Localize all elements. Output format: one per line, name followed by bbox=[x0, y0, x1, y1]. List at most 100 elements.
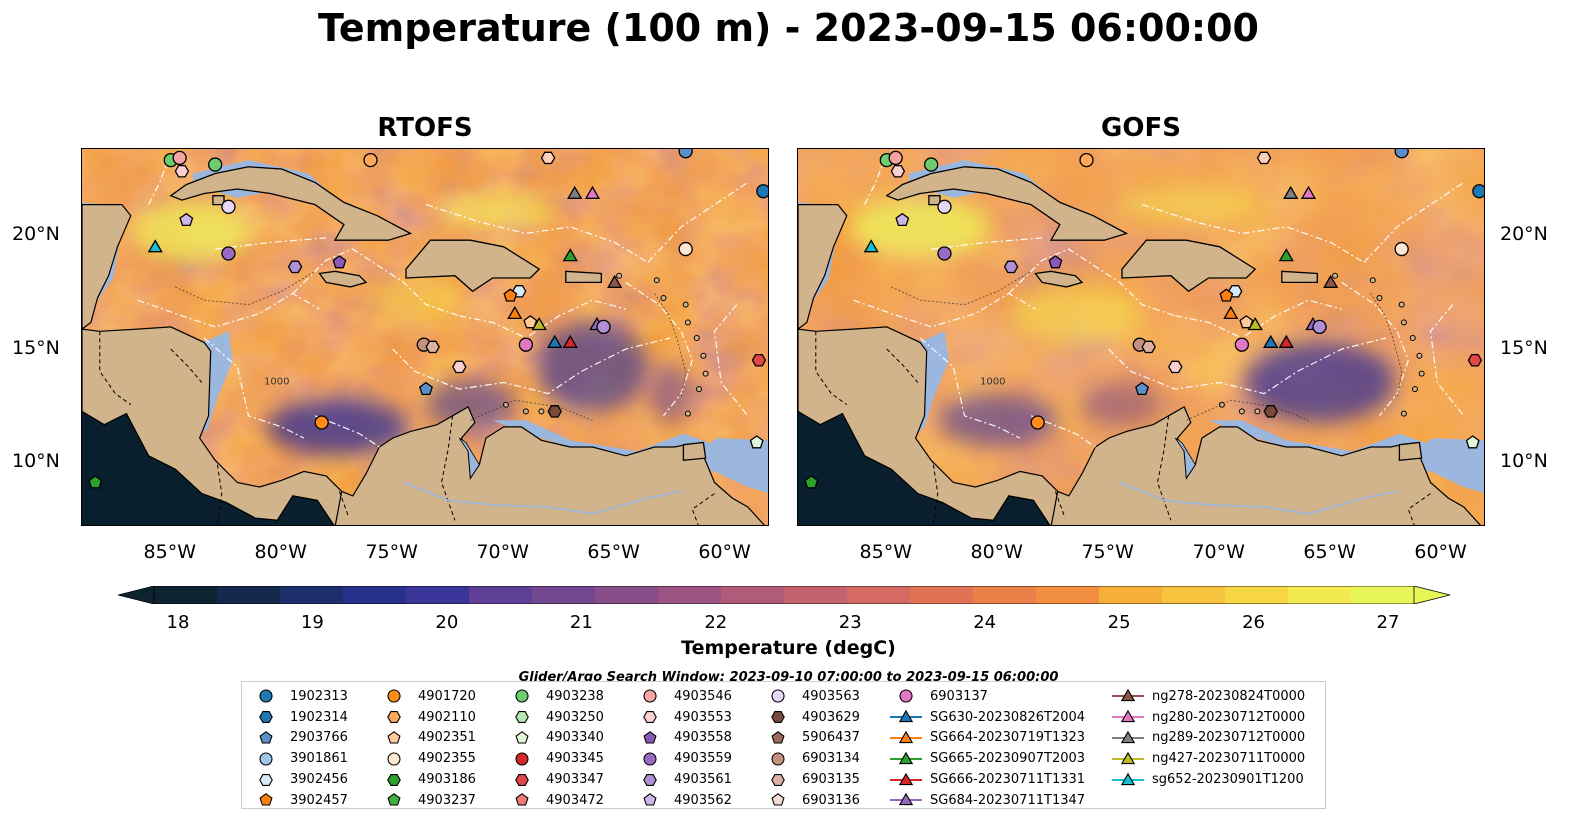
obs-marker-36[interactable] bbox=[1465, 435, 1480, 449]
legend-item: 6903134 bbox=[762, 748, 860, 769]
obs-marker-22[interactable] bbox=[1239, 315, 1254, 329]
obs-marker-10[interactable] bbox=[863, 239, 879, 253]
legend-item: 4903345 bbox=[506, 748, 604, 769]
legend-marker-hexagon-icon bbox=[771, 711, 785, 724]
obs-marker-12[interactable] bbox=[1003, 260, 1019, 274]
obs-marker-22[interactable] bbox=[523, 315, 538, 329]
obs-marker-8[interactable] bbox=[179, 212, 194, 227]
obs-marker-9[interactable] bbox=[937, 199, 952, 214]
contour-label: 1000 bbox=[264, 377, 289, 388]
obs-marker-15[interactable] bbox=[584, 185, 601, 199]
obs-marker-3[interactable] bbox=[208, 157, 223, 172]
legend-marker-pentagon-icon bbox=[515, 731, 529, 744]
obs-marker-21[interactable] bbox=[507, 305, 523, 320]
obs-marker-5[interactable] bbox=[540, 151, 556, 165]
legend-item: SG666-20230711T1331 bbox=[890, 769, 1085, 790]
obs-marker-25[interactable] bbox=[596, 319, 611, 335]
obs-marker-4[interactable] bbox=[1079, 152, 1094, 168]
obs-marker-36[interactable] bbox=[749, 435, 764, 449]
obs-marker-20[interactable] bbox=[503, 288, 518, 302]
legend-item-label: 4903561 bbox=[674, 772, 732, 788]
legend-item-label: SG665-20230907T2003 bbox=[930, 751, 1086, 767]
obs-marker-17[interactable] bbox=[562, 248, 578, 262]
legend-marker-triangle-icon bbox=[1112, 689, 1144, 702]
obs-marker-7[interactable] bbox=[1472, 184, 1485, 199]
lon-label-75w-rtofs: 75°W bbox=[365, 541, 418, 563]
obs-marker-8[interactable] bbox=[895, 212, 910, 227]
obs-marker-12[interactable] bbox=[287, 260, 303, 274]
obs-marker-32[interactable] bbox=[419, 381, 433, 396]
legend-marker-hexagon-icon bbox=[387, 711, 401, 724]
obs-marker-5[interactable] bbox=[1256, 151, 1272, 165]
map-panel-gofs[interactable]: 1000 bbox=[797, 148, 1485, 526]
obs-marker-31[interactable] bbox=[452, 360, 467, 374]
obs-marker-9[interactable] bbox=[221, 199, 236, 214]
obs-marker-2[interactable] bbox=[890, 164, 906, 178]
obs-marker-6[interactable] bbox=[678, 149, 693, 159]
legend-item-label: 4903562 bbox=[674, 792, 732, 808]
map-panel-rtofs[interactable]: 1000 bbox=[81, 148, 769, 526]
obs-marker-31[interactable] bbox=[1168, 360, 1183, 374]
obs-marker-20[interactable] bbox=[1219, 288, 1234, 302]
obs-marker-28[interactable] bbox=[1234, 337, 1250, 352]
obs-marker-15[interactable] bbox=[1300, 185, 1317, 199]
legend-marker-hexagon-icon bbox=[387, 773, 401, 786]
obs-marker-10[interactable] bbox=[147, 239, 163, 253]
obs-marker-27[interactable] bbox=[1278, 334, 1294, 348]
obs-marker-6[interactable] bbox=[1394, 149, 1409, 159]
legend-marker-triangle-icon bbox=[1112, 709, 1144, 723]
contour-label: 1000 bbox=[980, 377, 1005, 388]
obs-marker-16[interactable] bbox=[1394, 241, 1409, 257]
obs-marker-37[interactable] bbox=[88, 475, 103, 489]
legend-item-label: 3901861 bbox=[290, 751, 348, 767]
obs-marker-35[interactable] bbox=[751, 353, 767, 367]
obs-marker-1[interactable] bbox=[888, 150, 903, 166]
obs-marker-7[interactable] bbox=[756, 184, 769, 199]
legend-marker-pentagon-icon bbox=[643, 793, 657, 806]
colorbar-segment-9 bbox=[721, 586, 785, 604]
obs-marker-14[interactable] bbox=[567, 185, 583, 199]
obs-marker-35[interactable] bbox=[1467, 353, 1483, 367]
obs-marker-23[interactable] bbox=[1247, 317, 1263, 331]
obs-marker-4[interactable] bbox=[363, 152, 378, 168]
obs-marker-14[interactable] bbox=[1283, 185, 1299, 199]
obs-marker-32[interactable] bbox=[1135, 381, 1149, 396]
legend-item: 4903563 bbox=[762, 686, 860, 707]
obs-marker-33[interactable] bbox=[1030, 415, 1045, 430]
legend-item-label: ng280-20230712T0000 bbox=[1152, 709, 1306, 725]
legend-marker-pentagon-icon bbox=[643, 731, 657, 744]
obs-marker-2[interactable] bbox=[174, 164, 190, 178]
obs-marker-13[interactable] bbox=[332, 255, 347, 269]
obs-marker-23[interactable] bbox=[531, 317, 547, 331]
obs-marker-37[interactable] bbox=[804, 475, 819, 489]
obs-marker-17[interactable] bbox=[1278, 248, 1294, 262]
obs-marker-34[interactable] bbox=[547, 405, 562, 418]
colorbar-extend-high bbox=[1413, 586, 1450, 604]
colorbar-tick-20: 20 bbox=[435, 612, 459, 633]
obs-marker-30[interactable] bbox=[1141, 340, 1156, 354]
obs-marker-16[interactable] bbox=[678, 241, 693, 257]
obs-marker-18[interactable] bbox=[1323, 274, 1339, 288]
obs-marker-3[interactable] bbox=[924, 157, 939, 172]
obs-marker-25[interactable] bbox=[1312, 319, 1327, 335]
obs-marker-33[interactable] bbox=[314, 415, 329, 430]
legend-item-label: SG664-20230719T1323 bbox=[930, 730, 1086, 746]
legend-item-label: 6903137 bbox=[930, 688, 988, 704]
legend-item-label: 4901720 bbox=[418, 688, 476, 704]
obs-marker-34[interactable] bbox=[1263, 405, 1278, 418]
obs-marker-13[interactable] bbox=[1048, 255, 1063, 269]
legend-item-label: SG684-20230711T1347 bbox=[930, 792, 1086, 808]
obs-marker-11[interactable] bbox=[937, 246, 952, 261]
obs-marker-21[interactable] bbox=[1223, 305, 1239, 320]
obs-marker-11[interactable] bbox=[221, 246, 236, 261]
obs-marker-26[interactable] bbox=[547, 334, 563, 348]
legend-item: 4902355 bbox=[378, 748, 476, 769]
legend-item: 1902314 bbox=[250, 707, 348, 728]
legend-item: 6903136 bbox=[762, 790, 860, 811]
obs-marker-30[interactable] bbox=[425, 340, 440, 354]
obs-marker-18[interactable] bbox=[607, 274, 623, 288]
obs-marker-27[interactable] bbox=[562, 334, 578, 348]
obs-marker-26[interactable] bbox=[1263, 334, 1279, 348]
obs-marker-1[interactable] bbox=[172, 150, 187, 166]
obs-marker-28[interactable] bbox=[518, 337, 534, 352]
